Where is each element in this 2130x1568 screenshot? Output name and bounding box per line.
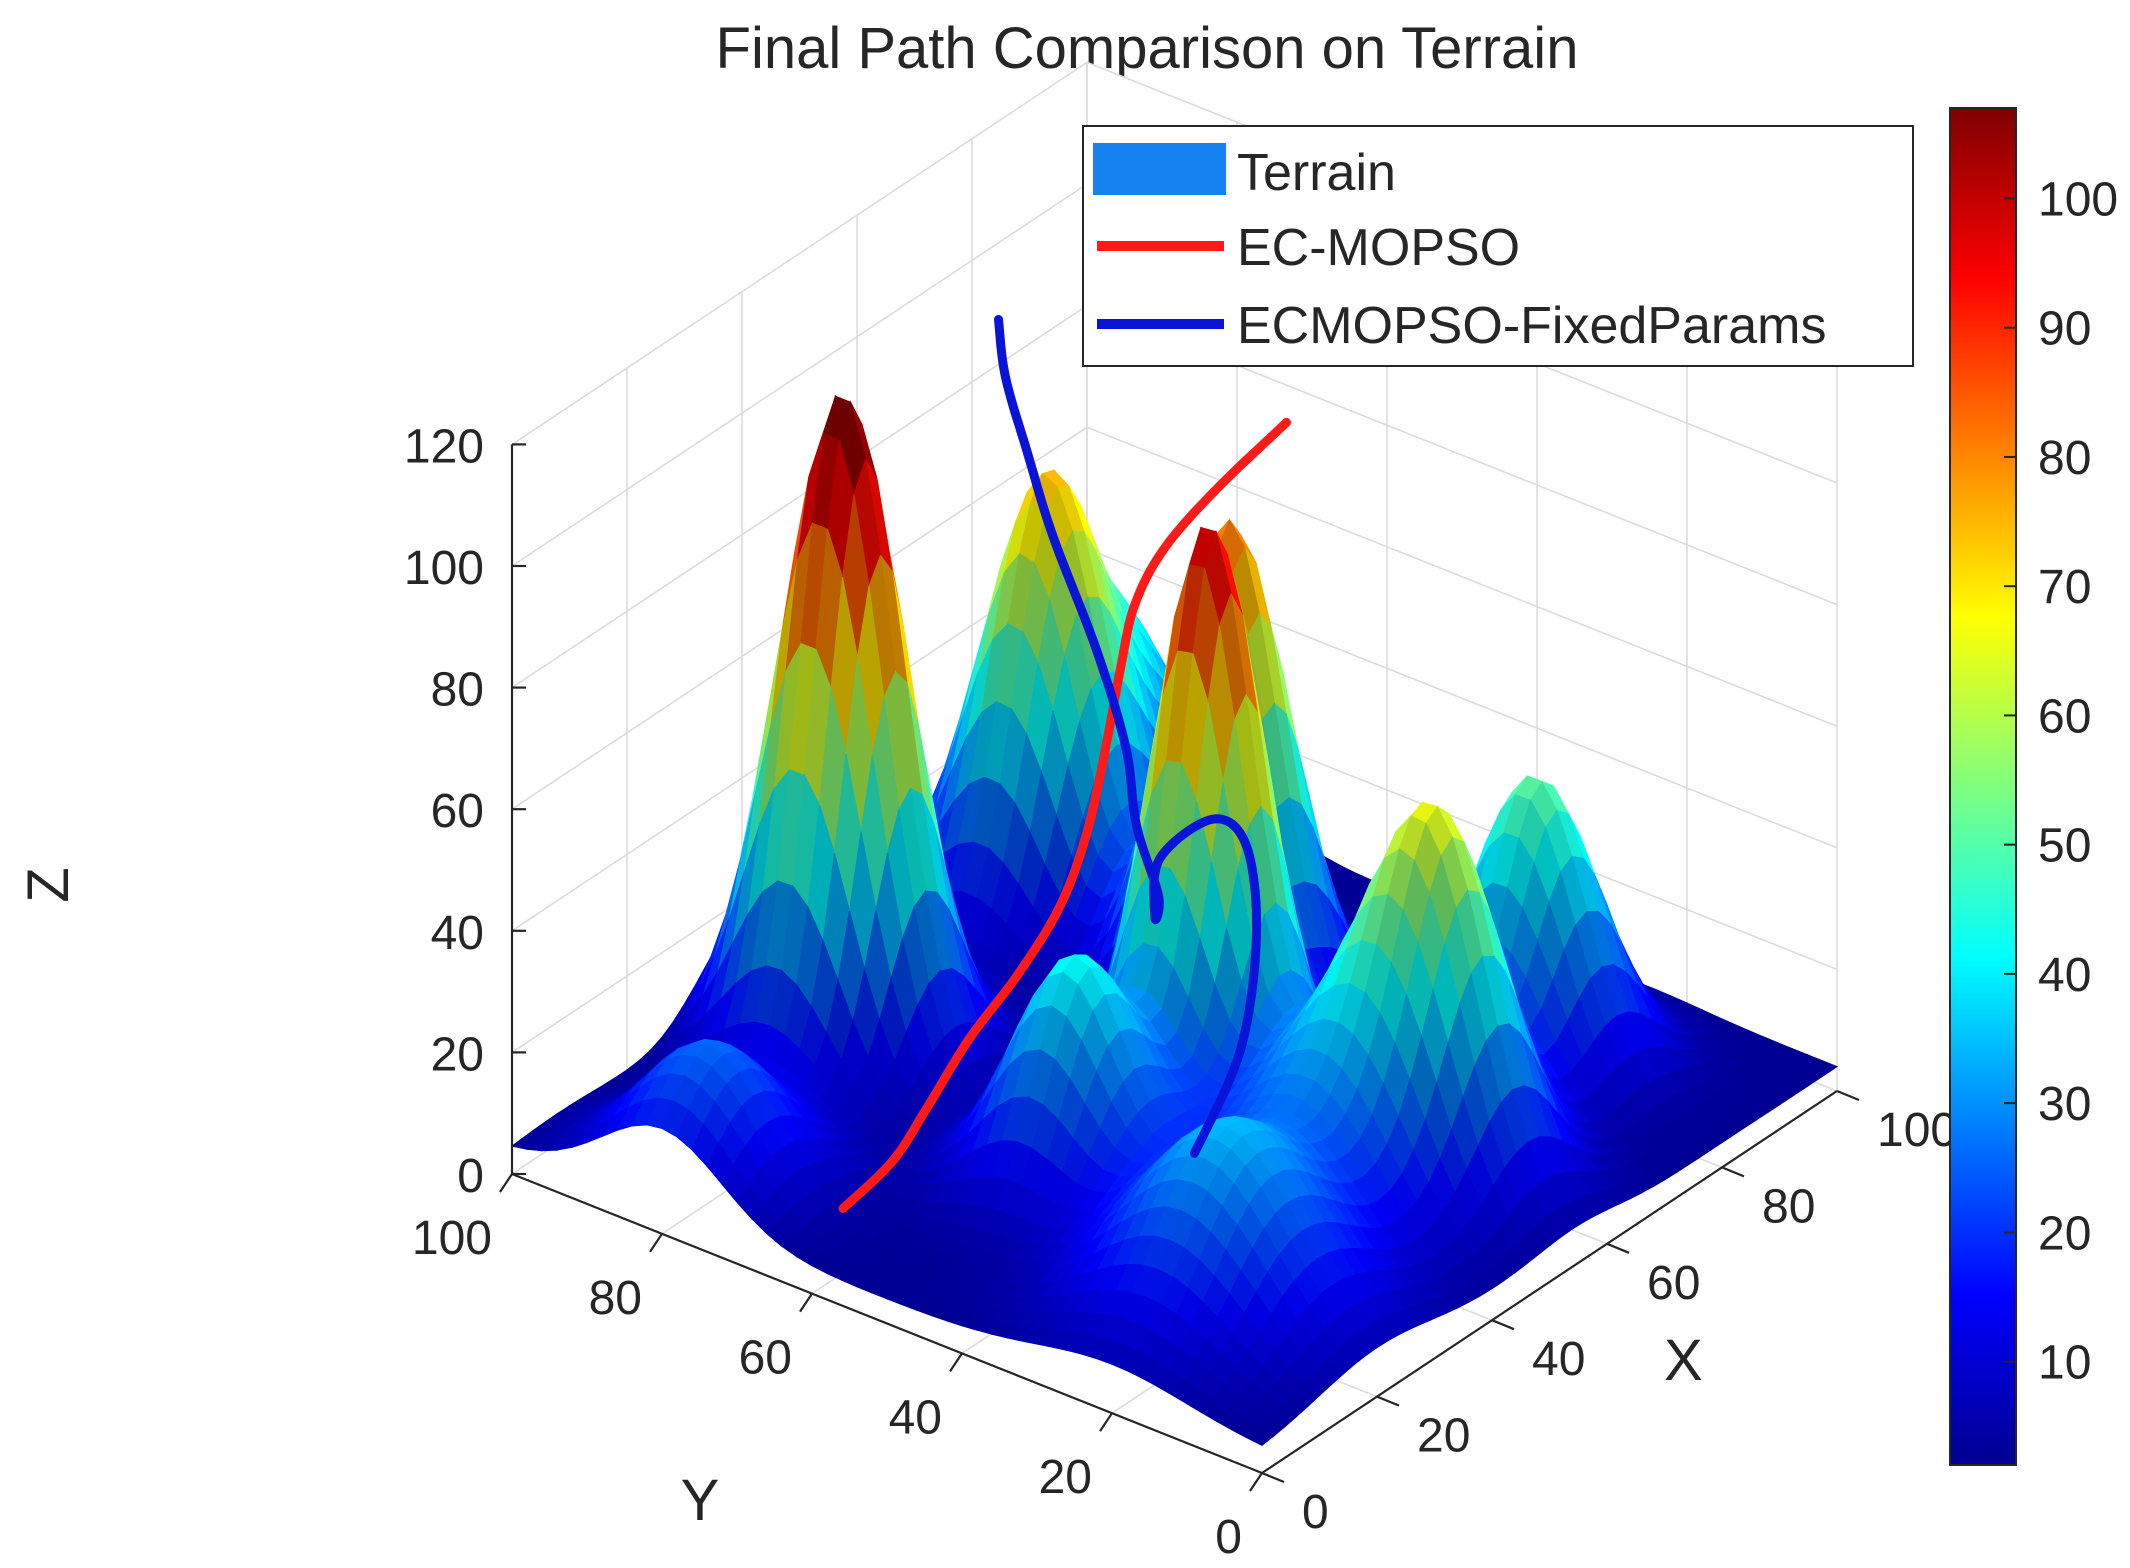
legend: Terrain EC-MOPSO ECMOPSO-FixedParams [1082,125,1914,367]
z-tick-label: 40 [431,907,484,960]
y-tick [949,1352,963,1373]
y-tick-label: 20 [1039,1451,1092,1504]
y-tick-label: 40 [889,1391,942,1444]
x-tick [1606,1242,1630,1254]
x-tick-label: 100 [1877,1104,1957,1157]
z-tick-label: 120 [404,420,484,473]
colorbar-tick-label: 20 [2038,1207,2091,1260]
y-tick-label: 0 [1215,1511,1242,1563]
grid-line [511,304,1088,689]
grid-line [511,183,1088,567]
y-tick [1099,1412,1113,1432]
path-ec-mopso [838,417,1291,1213]
y-tick [799,1292,813,1313]
z-tick-label: 80 [431,664,484,717]
x-tick-label: 20 [1417,1410,1470,1463]
colorbar-tick-label: 30 [2038,1078,2091,1131]
colorbar-tick-label: 10 [2038,1337,2091,1390]
colorbar-gradient [1949,107,2017,1466]
z-tick-label: 100 [404,542,484,595]
y-tick-label: 60 [739,1332,792,1385]
x-tick-label: 40 [1532,1333,1585,1386]
z-tick-label: 0 [457,1150,484,1203]
colorbar-tick-label: 90 [2038,303,2091,356]
colorbar-tick-label: 60 [2038,690,2091,743]
z-tick-label: 20 [431,1028,484,1081]
legend-label-terrain: Terrain [1237,144,1396,202]
legend-swatch-terrain [1093,143,1226,195]
z-tick-label: 60 [431,785,484,838]
x-tick [1261,1471,1285,1484]
terrain-facet [1246,1427,1275,1446]
y-tick-label: 100 [412,1212,492,1265]
y-tick-label: 80 [589,1272,642,1325]
z-axis-label: Z [16,867,81,902]
x-tick [1491,1319,1515,1331]
axes-ticks: 0 20 40 60 80 100 0 20 40 60 80 100 0 20 40 60 80 100 120 [404,420,1957,1564]
x-tick-label: 0 [1302,1486,1329,1539]
chart-title: Final Path Comparison on Terrain [716,16,1579,81]
y-tick [1249,1472,1263,1492]
y-tick [649,1233,663,1253]
y-tick [499,1173,513,1193]
colorbar-tick-label: 100 [2038,173,2118,226]
y-axis-line [511,1172,1263,1475]
x-tick [1376,1395,1400,1407]
grid-line [511,61,1088,446]
x-tick-label: 80 [1762,1180,1815,1233]
x-axis-label: X [1664,1328,1703,1393]
flight-paths [838,315,1291,1213]
legend-label-ec-mopso: EC-MOPSO [1237,219,1520,277]
legend-label-fixedparams: ECMOPSO-FixedParams [1237,297,1826,355]
x-tick-label: 60 [1647,1257,1700,1310]
x-tick [1836,1089,1860,1102]
y-axis-label: Y [681,1468,720,1533]
x-tick [1721,1166,1745,1178]
grid-line [1086,426,1838,727]
path-ecmopso-fixedparams [994,315,1262,1158]
x-axis-line [1261,1090,1838,1474]
colorbar-tick-label: 80 [2038,432,2091,485]
colorbar-tick-label: 40 [2038,949,2091,1002]
colorbar: 10 20 30 40 50 60 70 80 90 100 [1949,107,2118,1466]
colorbar-ticks: 10 20 30 40 50 60 70 80 90 100 [2004,173,2118,1390]
colorbar-tick-label: 70 [2038,561,2091,614]
colorbar-tick-label: 50 [2038,820,2091,873]
